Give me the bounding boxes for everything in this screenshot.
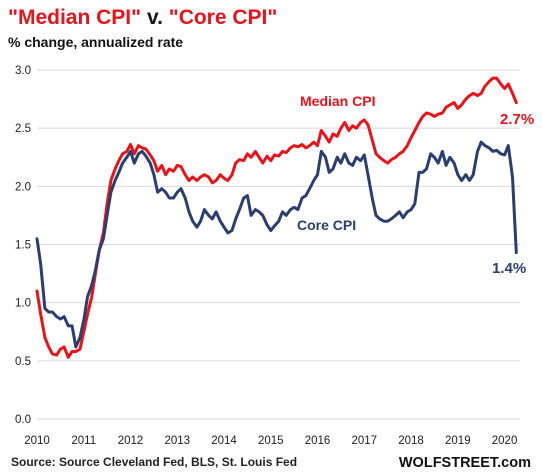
chart-title: "Median CPI" v. "Core CPI": [8, 6, 277, 29]
x-tick-label: 2013: [164, 435, 190, 447]
x-tick-label: 2011: [71, 435, 96, 447]
series-label-core-cpi: Core CPI: [297, 217, 356, 233]
x-tick-label: 2012: [118, 435, 144, 447]
gridlines: [37, 69, 520, 420]
series-line-median-cpi: [35, 76, 518, 359]
end-label-median-cpi: 2.7%: [500, 111, 534, 128]
y-tick-label: 0.0: [15, 414, 31, 426]
title-part-core: "Core CPI": [169, 6, 278, 29]
series-line-core-cpi: [35, 140, 518, 349]
chart-subtitle: % change, annualized rate: [8, 34, 183, 50]
y-tick-label: 2.0: [15, 181, 31, 193]
x-tick-label: 2019: [445, 435, 471, 447]
series-label-median-cpi: Median CPI: [300, 93, 375, 109]
y-axis: 0.0 0.5 1.0 1.5 2.0 2.5 3.0: [15, 65, 31, 426]
y-tick-label: 3.0: [15, 65, 31, 77]
x-tick-label: 2010: [24, 435, 50, 447]
y-tick-label: 2.5: [15, 123, 31, 135]
x-tick-label: 2015: [258, 435, 284, 447]
brand-wordmark: WOLFSTREET.com: [399, 455, 531, 471]
x-tick-label: 2017: [352, 435, 378, 447]
title-part-median: "Median CPI": [8, 6, 141, 29]
x-tick-label: 2014: [211, 435, 237, 447]
x-axis: 2010 2011 2012 2013 2014 2015 2016 2017 2018 2019…: [24, 435, 517, 447]
end-label-core-cpi: 1.4%: [492, 260, 526, 277]
source-note: Source: Source Cleveland Fed, BLS, St. L…: [11, 455, 297, 469]
x-tick-label: 2018: [398, 435, 424, 447]
y-tick-label: 1.5: [15, 240, 31, 252]
x-tick-label: 2020: [492, 435, 518, 447]
title-part-v: v.: [141, 6, 169, 29]
y-tick-label: 0.5: [15, 356, 31, 368]
x-tick-label: 2016: [305, 435, 331, 447]
y-tick-label: 1.0: [15, 298, 31, 310]
series-lines: [35, 76, 518, 359]
